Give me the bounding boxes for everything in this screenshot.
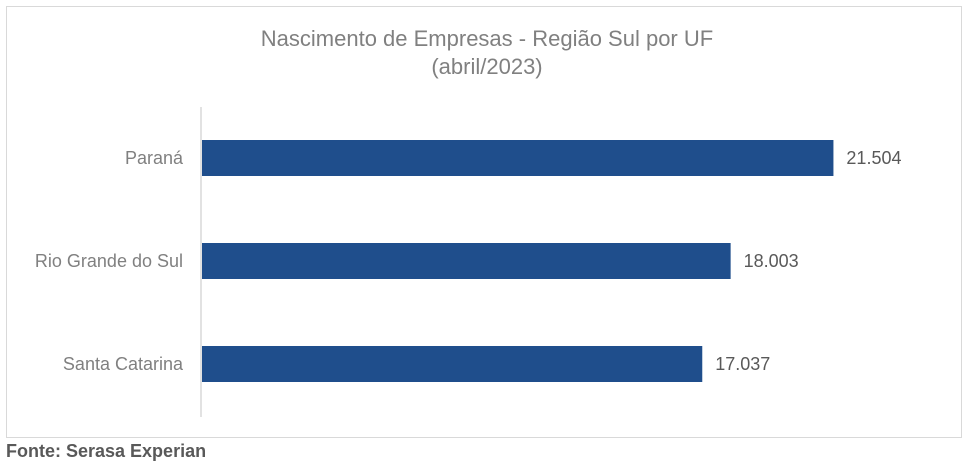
category-label-2: Santa Catarina — [63, 354, 184, 374]
bar-2 — [202, 346, 703, 382]
chart-title: Nascimento de Empresas - Região Sul por … — [261, 26, 713, 51]
chart-frame: Nascimento de Empresas - Região Sul por … — [6, 6, 962, 438]
source-note: Fonte: Serasa Experian — [6, 441, 207, 461]
value-label-1: 18.003 — [744, 251, 799, 271]
bar-0 — [202, 140, 834, 176]
chart-subtitle: (abril/2023) — [431, 54, 542, 79]
bar-chart: Nascimento de Empresas - Região Sul por … — [35, 26, 901, 417]
value-label-2: 17.037 — [715, 354, 770, 374]
value-label-0: 21.504 — [846, 148, 901, 168]
category-label-0: Paraná — [125, 148, 184, 168]
bars-layer: Paraná 21.504 Rio Grande do Sul 18.003 Santa… — [35, 140, 901, 382]
category-label-1: Rio Grande do Sul — [35, 251, 183, 271]
bar-1 — [202, 243, 731, 279]
